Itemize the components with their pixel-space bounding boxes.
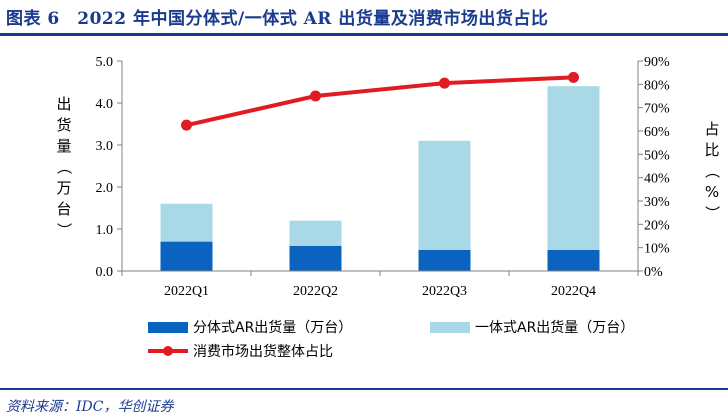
y-tick-label-left: 1.0 <box>96 223 114 238</box>
bars-layer <box>160 86 600 271</box>
x-tick-label: 2022Q3 <box>422 284 467 299</box>
y-tick-label-right: 70% <box>644 102 670 117</box>
y-axis-title-left: 出货量 （ 万台 ） <box>55 95 73 238</box>
svg-text:台: 台 <box>56 200 71 218</box>
y-tick-label-right: 20% <box>644 218 670 233</box>
share-line <box>186 75 574 128</box>
y-tick-label-right: 30% <box>644 195 670 210</box>
x-tick-label: 2022Q4 <box>551 284 596 299</box>
title-divider <box>0 33 728 36</box>
share-point-2022Q3 <box>439 77 450 89</box>
legend-label-share: 消费市场出货整体占比 <box>193 343 333 360</box>
ticks-layer: 0.0 1.0 2.0 3.0 4.0 5.0 0% 10% 20% 30% 40% 50% 60% 70… <box>96 55 671 299</box>
y-axis-title-right: 占比 （% ） <box>703 120 721 221</box>
figure-title: 图表 6 2022 年中国分体式/一体式 AR 出货量及消费市场出货占比 <box>6 9 549 29</box>
y-tick-label-right: 0% <box>644 265 663 280</box>
line-layer <box>181 71 579 131</box>
legend-swatch-integrated <box>430 322 470 333</box>
y-tick-label-right: 80% <box>644 78 670 93</box>
svg-text:）: ） <box>55 222 73 237</box>
share-point-2022Q2 <box>310 90 321 102</box>
y-tick-label-left: 4.0 <box>96 97 114 112</box>
y-tick-label-left: 3.0 <box>96 139 114 154</box>
y-tick-label-right: 90% <box>644 55 670 70</box>
legend-label-split: 分体式AR出货量（万台） <box>193 319 352 336</box>
y-tick-label-left: 2.0 <box>96 181 114 196</box>
y-tick-label-right: 10% <box>644 242 670 257</box>
y-tick-label-right: 50% <box>644 148 670 163</box>
y-tick-label-left: 5.0 <box>96 55 114 70</box>
svg-text:出: 出 <box>56 95 71 113</box>
footer-divider <box>0 388 728 390</box>
y-tick-label-right: 60% <box>644 125 670 140</box>
axis-titles: 出货量 （ 万台 ） 占比 （% ） <box>55 95 721 238</box>
bar-split-2022Q1 <box>160 241 213 271</box>
svg-text:）: ） <box>703 205 721 220</box>
bar-split-2022Q3 <box>418 250 471 271</box>
legend: 分体式AR出货量（万台） 一体式AR出货量（万台） 消费市场出货整体占比 <box>148 319 634 360</box>
bar-split-2022Q2 <box>289 245 342 271</box>
svg-text:占: 占 <box>704 120 719 138</box>
bar-integrated-2022Q4 <box>547 86 600 250</box>
svg-text:（: （ <box>703 163 721 178</box>
x-tick-label: 2022Q2 <box>293 284 338 299</box>
svg-text:%: % <box>705 183 719 201</box>
chart: 0.0 1.0 2.0 3.0 4.0 5.0 0% 10% 20% 30% 40% 50% 60% 70… <box>55 55 721 360</box>
axes-layer <box>117 60 643 276</box>
svg-text:比: 比 <box>704 141 719 159</box>
x-tick-label: 2022Q1 <box>164 284 209 299</box>
legend-swatch-marker <box>163 346 173 356</box>
source-note: 资料来源：IDC，华创证券 <box>6 399 174 415</box>
bar-split-2022Q4 <box>547 250 600 271</box>
bar-integrated-2022Q2 <box>289 220 342 246</box>
svg-text:（: （ <box>55 159 73 174</box>
share-point-2022Q4 <box>568 71 579 83</box>
legend-swatch-split <box>148 322 188 333</box>
svg-text:万: 万 <box>56 179 71 197</box>
share-point-2022Q1 <box>181 119 192 131</box>
bar-integrated-2022Q1 <box>160 203 213 242</box>
y-tick-label-left: 0.0 <box>96 265 114 280</box>
svg-text:货: 货 <box>56 116 71 134</box>
bar-integrated-2022Q3 <box>418 140 471 250</box>
y-tick-label-right: 40% <box>644 172 670 187</box>
legend-label-integrated: 一体式AR出货量（万台） <box>475 319 634 336</box>
svg-text:量: 量 <box>56 137 71 155</box>
